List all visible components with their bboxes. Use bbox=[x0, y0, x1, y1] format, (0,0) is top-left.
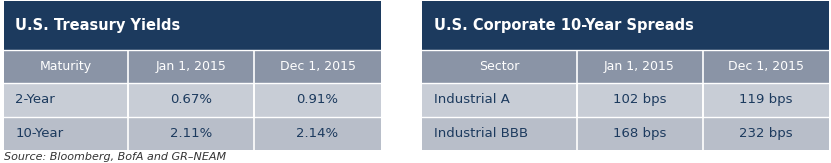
Bar bbox=[422, 50, 829, 83]
Bar bbox=[4, 83, 381, 117]
Text: U.S. Corporate 10-Year Spreads: U.S. Corporate 10-Year Spreads bbox=[435, 18, 694, 33]
Text: 232 bps: 232 bps bbox=[739, 127, 792, 140]
Text: 10-Year: 10-Year bbox=[16, 127, 64, 140]
Text: 2.11%: 2.11% bbox=[170, 127, 213, 140]
Bar bbox=[4, 1, 381, 50]
Text: Industrial BBB: Industrial BBB bbox=[435, 127, 529, 140]
Text: 102 bps: 102 bps bbox=[612, 93, 666, 106]
Text: 0.67%: 0.67% bbox=[170, 93, 213, 106]
Text: Jan 1, 2015: Jan 1, 2015 bbox=[156, 60, 227, 73]
Text: Sector: Sector bbox=[479, 60, 519, 73]
Text: Industrial A: Industrial A bbox=[435, 93, 510, 106]
Text: Source: Bloomberg, BofA and GR–NEAM: Source: Bloomberg, BofA and GR–NEAM bbox=[4, 152, 226, 162]
Text: Maturity: Maturity bbox=[40, 60, 92, 73]
Text: U.S. Treasury Yields: U.S. Treasury Yields bbox=[16, 18, 180, 33]
Text: 168 bps: 168 bps bbox=[613, 127, 666, 140]
Bar bbox=[422, 1, 829, 50]
Bar bbox=[422, 117, 829, 150]
Bar bbox=[4, 50, 381, 83]
Text: Dec 1, 2015: Dec 1, 2015 bbox=[727, 60, 804, 73]
Text: 2-Year: 2-Year bbox=[16, 93, 55, 106]
Text: Jan 1, 2015: Jan 1, 2015 bbox=[604, 60, 675, 73]
Text: 2.14%: 2.14% bbox=[297, 127, 338, 140]
Text: 119 bps: 119 bps bbox=[739, 93, 792, 106]
Text: 0.91%: 0.91% bbox=[297, 93, 338, 106]
Bar bbox=[422, 83, 829, 117]
Bar bbox=[4, 117, 381, 150]
Text: Dec 1, 2015: Dec 1, 2015 bbox=[279, 60, 356, 73]
